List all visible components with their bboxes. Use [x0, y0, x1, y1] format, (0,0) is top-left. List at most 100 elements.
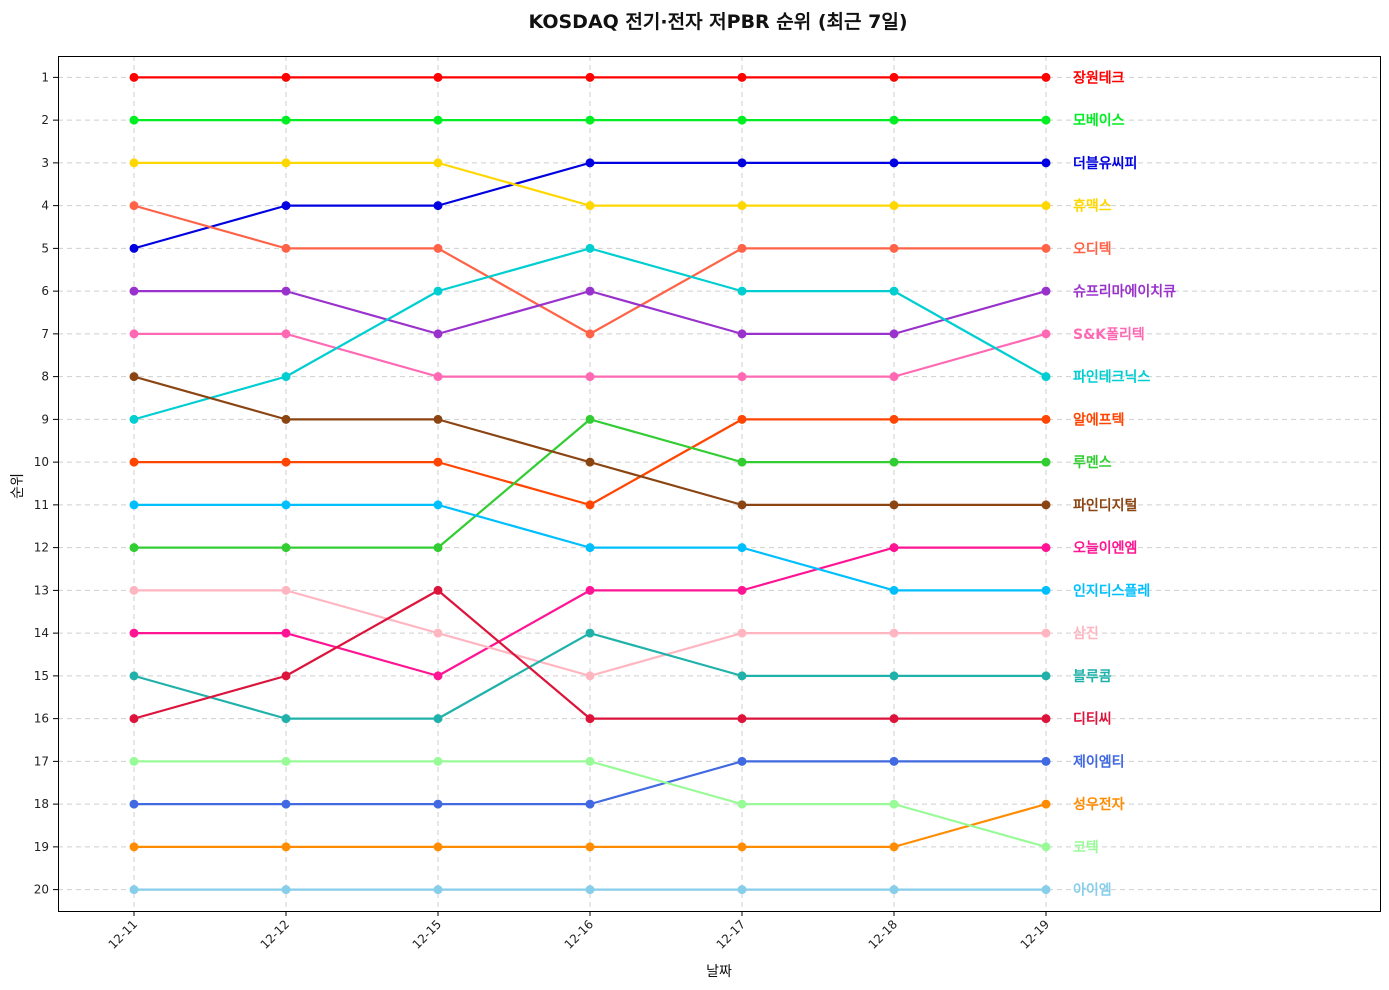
data-point — [889, 842, 899, 852]
y-tick-label: 1 — [41, 70, 49, 84]
data-point — [889, 158, 899, 168]
data-point — [129, 585, 139, 595]
series-group: 슈프리마에이치큐 — [129, 283, 1176, 339]
data-point — [433, 201, 443, 211]
data-point — [889, 756, 899, 766]
y-tick-label: 20 — [34, 883, 49, 897]
data-point — [129, 842, 139, 852]
data-point — [433, 158, 443, 168]
data-point — [737, 842, 747, 852]
data-point — [281, 158, 291, 168]
data-point — [585, 243, 595, 253]
series-end-label: 삼진 — [1073, 625, 1099, 642]
data-point — [585, 414, 595, 424]
data-point — [585, 72, 595, 82]
data-point — [281, 243, 291, 253]
series-end-label: 더블유씨피 — [1073, 156, 1137, 172]
data-point — [129, 714, 139, 724]
data-point — [1041, 714, 1051, 724]
series-group: 장원테크 — [129, 69, 1125, 86]
series-end-label: 성우전자 — [1073, 796, 1125, 813]
data-point — [889, 72, 899, 82]
data-point — [129, 628, 139, 638]
data-point — [737, 885, 747, 895]
series-group: 더블유씨피 — [129, 156, 1137, 253]
data-point — [1041, 585, 1051, 595]
series-group: 아이엠 — [129, 882, 1112, 899]
y-tick-label: 18 — [34, 797, 49, 811]
data-point — [433, 414, 443, 424]
series-group: 오디텍 — [129, 201, 1112, 339]
data-point — [129, 543, 139, 553]
series-group: 파인테크닉스 — [129, 243, 1150, 424]
data-point — [585, 286, 595, 296]
data-point — [1041, 329, 1051, 339]
series-end-label: 아이엠 — [1073, 882, 1112, 899]
series-group: 루멘스 — [129, 414, 1112, 553]
series-line — [133, 375, 1046, 506]
data-point — [281, 543, 291, 553]
series-group: 인지디스플레 — [129, 500, 1150, 599]
y-tick-label: 5 — [41, 241, 49, 255]
data-point — [1041, 885, 1051, 895]
series-group: 삼진 — [129, 585, 1099, 681]
data-point — [129, 756, 139, 766]
data-point — [1041, 628, 1051, 638]
x-tick-label: 12-19 — [1018, 917, 1053, 952]
y-tick-label: 10 — [34, 455, 49, 469]
y-tick-label: 4 — [41, 199, 49, 213]
data-point — [281, 585, 291, 595]
series-group: 제이엠티 — [129, 753, 1125, 809]
x-tick-label: 12-16 — [562, 917, 597, 952]
data-point — [737, 756, 747, 766]
data-point — [433, 842, 443, 852]
data-point — [889, 457, 899, 467]
data-point — [1041, 799, 1051, 809]
data-point — [585, 842, 595, 852]
data-point — [281, 115, 291, 125]
data-point — [585, 628, 595, 638]
data-point — [889, 115, 899, 125]
y-tick-label: 8 — [41, 370, 49, 384]
data-point — [585, 585, 595, 595]
data-point — [1041, 842, 1051, 852]
data-point — [433, 543, 443, 553]
series-group: 알에프텍 — [129, 411, 1125, 510]
x-tick-label: 12-18 — [866, 917, 901, 952]
y-tick-label: 16 — [34, 712, 49, 726]
data-point — [889, 372, 899, 382]
y-tick-label: 13 — [34, 583, 49, 597]
data-point — [281, 201, 291, 211]
data-point — [281, 329, 291, 339]
data-point — [433, 457, 443, 467]
data-point — [1041, 286, 1051, 296]
data-point — [889, 585, 899, 595]
data-point — [433, 714, 443, 724]
series-group: 성우전자 — [129, 796, 1125, 852]
data-point — [737, 714, 747, 724]
y-tick-label: 6 — [41, 284, 49, 298]
data-point — [1041, 372, 1051, 382]
y-tick-label: 9 — [41, 412, 49, 426]
y-tick-label: 3 — [41, 156, 49, 170]
data-point — [1041, 115, 1051, 125]
series-end-label: 휴맥스 — [1073, 198, 1112, 215]
data-point — [585, 201, 595, 211]
data-point — [889, 414, 899, 424]
data-point — [281, 372, 291, 382]
x-tick-label: 12-12 — [258, 917, 293, 952]
data-point — [129, 329, 139, 339]
data-point — [585, 329, 595, 339]
data-point — [1041, 500, 1051, 510]
data-point — [737, 286, 747, 296]
data-point — [889, 671, 899, 681]
series-group: 블루콤 — [129, 628, 1112, 724]
data-point — [737, 158, 747, 168]
data-point — [281, 286, 291, 296]
series-end-label: 알에프텍 — [1073, 411, 1125, 428]
data-point — [889, 286, 899, 296]
series-end-label: 슈프리마에이치큐 — [1073, 283, 1176, 300]
